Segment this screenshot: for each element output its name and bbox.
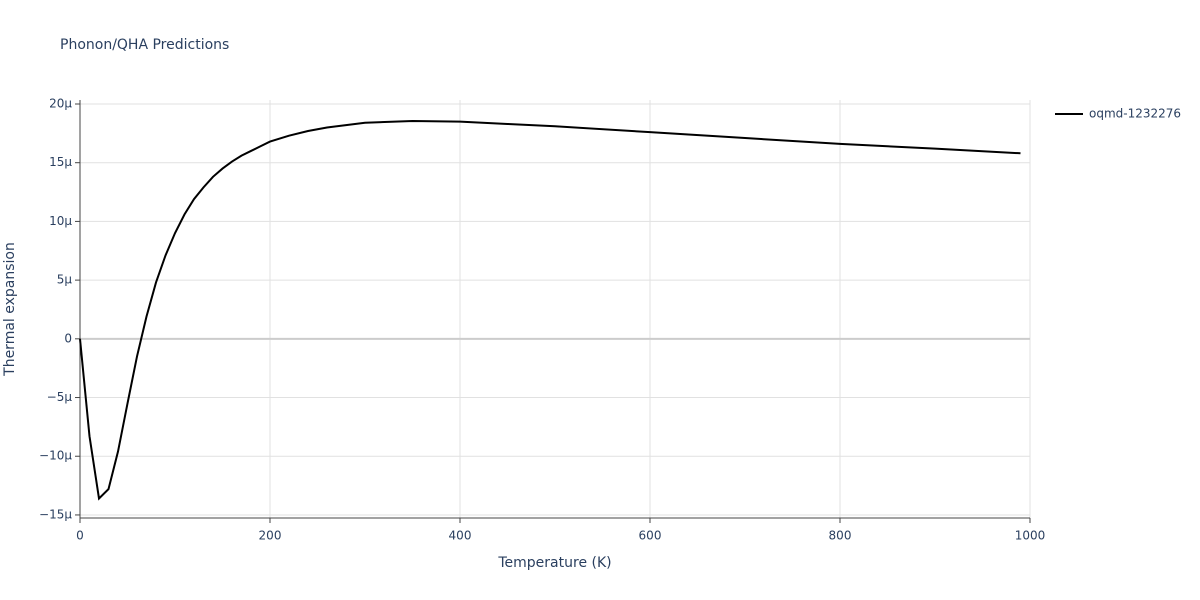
x-tick-label: 200	[259, 529, 282, 543]
x-axis-title: Temperature (K)	[497, 555, 611, 571]
y-axis-title: Thermal expansion	[2, 242, 18, 377]
y-tick-label: −5μ	[47, 390, 73, 404]
y-tick-label: 5μ	[57, 273, 73, 287]
y-tick-label: 10μ	[49, 214, 72, 228]
data-line	[79, 120, 1021, 501]
y-tick-label: 15μ	[49, 155, 72, 169]
x-tick-label: 800	[829, 529, 852, 543]
y-tick-label: −10μ	[39, 449, 72, 463]
x-tick-label: 400	[449, 529, 472, 543]
y-tick-label: 20μ	[49, 96, 72, 110]
x-tick-label: 0	[76, 529, 84, 543]
chart-title: Phonon/QHA Predictions	[60, 37, 229, 53]
x-tick-label: 1000	[1015, 529, 1046, 543]
x-tick-label: 600	[639, 529, 662, 543]
legend-label: oqmd-1232276	[1089, 107, 1181, 121]
y-tick-label: 0	[64, 331, 72, 345]
y-tick-label: −15μ	[39, 507, 72, 521]
